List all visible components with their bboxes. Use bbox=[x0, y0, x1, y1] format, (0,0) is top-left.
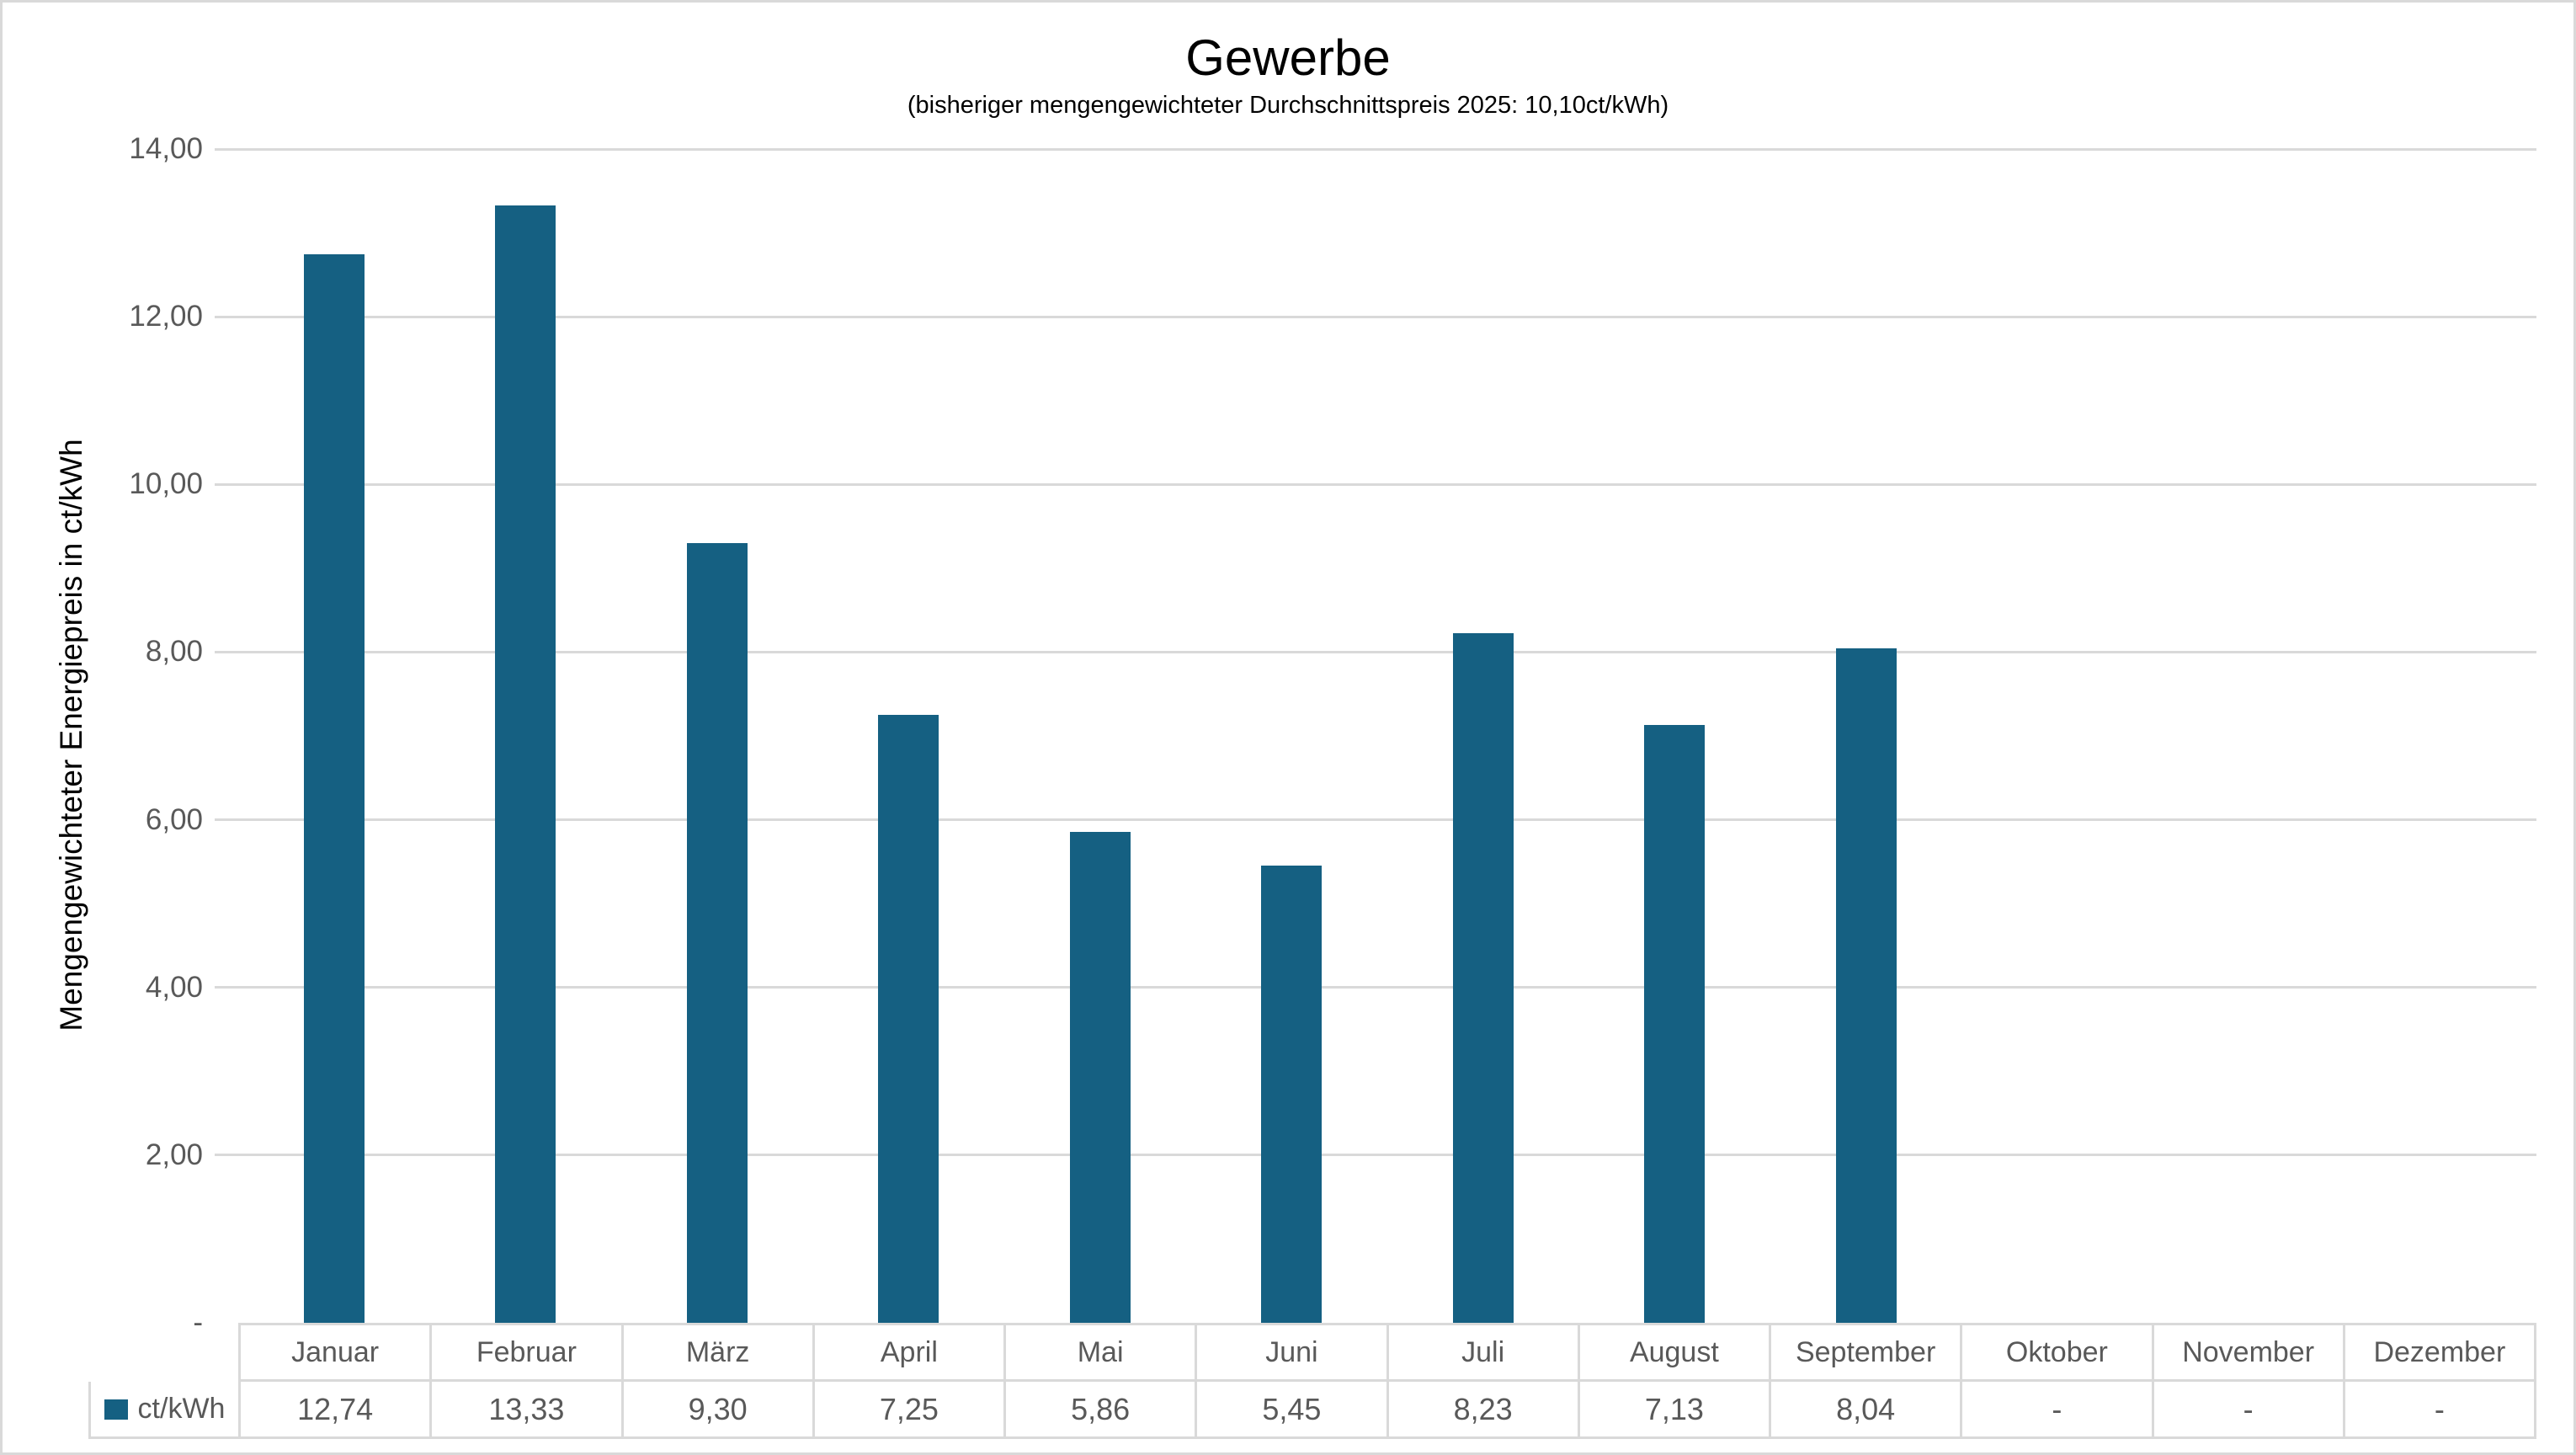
y-axis-tick bbox=[215, 1154, 238, 1157]
bar-april bbox=[878, 715, 939, 1323]
value-cell-november: - bbox=[2151, 1382, 2343, 1439]
month-header-dezember: Dezember bbox=[2342, 1323, 2536, 1382]
y-axis-tick-label: 8,00 bbox=[145, 635, 203, 669]
value-cell-august: 7,13 bbox=[1577, 1382, 1769, 1439]
month-header-januar: Januar bbox=[238, 1323, 430, 1382]
month-header-märz: März bbox=[620, 1323, 812, 1382]
value-cell-oktober: - bbox=[1960, 1382, 2152, 1439]
month-header-juli: Juli bbox=[1386, 1323, 1578, 1382]
month-header-juni: Juni bbox=[1195, 1323, 1386, 1382]
gridline bbox=[238, 147, 2536, 151]
y-axis-tick bbox=[215, 650, 238, 653]
value-cell-september: 8,04 bbox=[1769, 1382, 1961, 1439]
month-header-mai: Mai bbox=[1003, 1323, 1195, 1382]
y-axis-tick-label: 6,00 bbox=[145, 802, 203, 836]
value-cell-mai: 5,86 bbox=[1003, 1382, 1195, 1439]
month-header-februar: Februar bbox=[429, 1323, 621, 1382]
bar-februar bbox=[495, 205, 556, 1323]
y-axis-tick bbox=[215, 818, 238, 822]
y-axis-tick bbox=[215, 315, 238, 318]
legend-cell: ct/kWh bbox=[88, 1382, 238, 1439]
legend-label: ct/kWh bbox=[137, 1393, 226, 1425]
bar-september bbox=[1835, 648, 1897, 1323]
value-cell-februar: 13,33 bbox=[429, 1382, 621, 1439]
month-header-oktober: Oktober bbox=[1960, 1323, 2152, 1382]
table-value-row: ct/kWh 12,74 13,33 9,30 7,25 5,86 5,45 8,23 7,1… bbox=[88, 1382, 2536, 1439]
bar-mai bbox=[1069, 831, 1131, 1323]
y-axis-tick-label: 10,00 bbox=[129, 467, 203, 501]
y-axis-tick bbox=[215, 482, 238, 486]
value-cell-dezember: - bbox=[2342, 1382, 2536, 1439]
y-axis-tick-label: 14,00 bbox=[129, 132, 203, 165]
chart-subtitle: (bisheriger mengengewichteter Durchschni… bbox=[907, 92, 1669, 119]
month-header-august: August bbox=[1577, 1323, 1769, 1382]
gridline bbox=[238, 482, 2536, 486]
table-header-row: Januar Februar März April Mai Juni Juli August S… bbox=[88, 1323, 2536, 1382]
y-axis-tick-label: 4,00 bbox=[145, 970, 203, 1004]
bar-juli bbox=[1452, 632, 1514, 1323]
value-cell-januar: 12,74 bbox=[238, 1382, 430, 1439]
gridline bbox=[238, 986, 2536, 989]
gridline bbox=[238, 650, 2536, 653]
month-header-november: November bbox=[2151, 1323, 2343, 1382]
value-cell-märz: 9,30 bbox=[620, 1382, 812, 1439]
bar-august bbox=[1644, 725, 1706, 1323]
legend-swatch bbox=[104, 1399, 128, 1420]
chart-title: Gewerbe bbox=[1185, 29, 1391, 86]
bar-januar bbox=[303, 254, 365, 1323]
value-cell-april: 7,25 bbox=[812, 1382, 1003, 1439]
y-axis-tick bbox=[215, 147, 238, 151]
value-cell-juli: 8,23 bbox=[1386, 1382, 1578, 1439]
value-cell-juni: 5,45 bbox=[1195, 1382, 1386, 1439]
y-axis-tick bbox=[215, 986, 238, 989]
month-header-september: September bbox=[1769, 1323, 1961, 1382]
month-header-april: April bbox=[812, 1323, 1003, 1382]
bar-märz bbox=[686, 542, 748, 1323]
bar-juni bbox=[1261, 866, 1323, 1323]
y-axis-tick-label: 12,00 bbox=[129, 300, 203, 333]
gridline bbox=[238, 1154, 2536, 1157]
table-corner-spacer bbox=[88, 1323, 238, 1382]
y-axis-tick-label: 2,00 bbox=[145, 1138, 203, 1171]
y-axis-tick-label: - bbox=[193, 1306, 203, 1339]
gridline bbox=[238, 315, 2536, 318]
data-table: Januar Februar März April Mai Juni Juli August S… bbox=[88, 1323, 2536, 1439]
gridline bbox=[238, 818, 2536, 822]
